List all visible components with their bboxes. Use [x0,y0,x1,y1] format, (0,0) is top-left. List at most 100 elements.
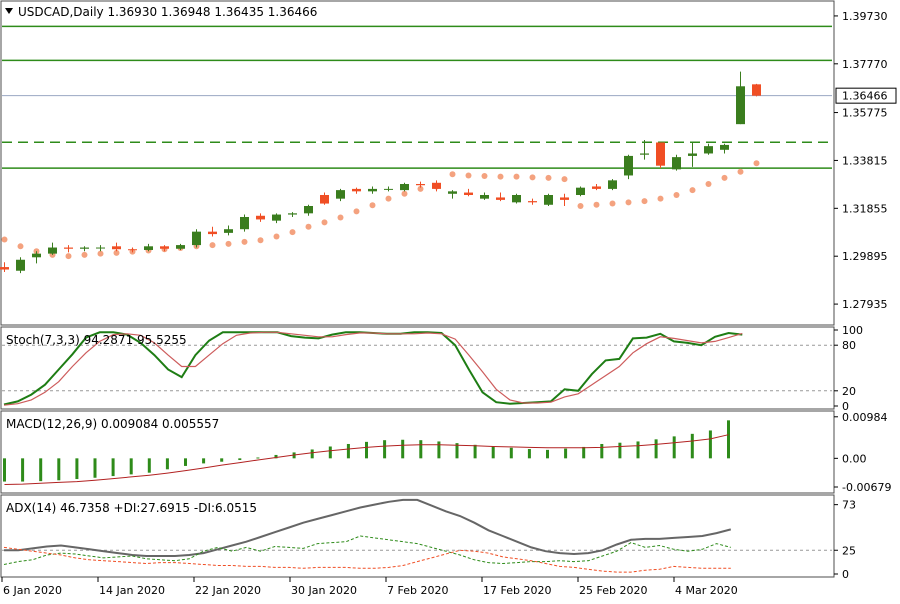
parabolic-sar-dot [481,172,488,179]
bearish-candle[interactable] [528,198,537,205]
bullish-candle[interactable] [192,229,201,248]
macd-header: MACD(12,26,9) 0.009084 0.005557 [6,417,219,431]
macd-histogram-bar [419,440,423,459]
bullish-candle[interactable] [736,71,745,125]
bullish-candle[interactable] [48,242,57,255]
parabolic-sar-dot [209,242,216,249]
parabolic-sar-dot [241,238,248,245]
bullish-candle[interactable] [96,245,105,252]
bullish-candle[interactable] [672,154,681,171]
minus-di-line [3,546,731,573]
parabolic-sar-dot [673,192,680,199]
stochastic-axis-label: 100 [842,324,863,337]
last-price-label: 1.36466 [835,87,897,104]
bullish-candle[interactable] [32,251,41,264]
candle-body [368,188,377,192]
macd-histogram-bar [310,449,314,459]
bearish-candle[interactable] [464,188,473,197]
macd-histogram-bar [600,443,604,459]
stochastic-signal-line [3,331,743,406]
macd-histogram-bar [220,458,224,462]
bearish-candle[interactable] [160,245,169,252]
adx-header: ADX(14) 46.7358 +DI:27.6915 -DI:6.0515 [6,501,257,515]
parabolic-sar-dot [321,219,328,226]
time-axis-label: 17 Feb 2020 [483,584,551,597]
bearish-candle[interactable] [208,226,217,237]
price-axis-label: 1.35775 [842,107,888,120]
bullish-candle[interactable] [384,186,393,192]
candle-body [576,187,585,196]
candle-body [256,215,265,220]
macd-panel[interactable]: MACD(12,26,9) 0.009084 0.005557 [0,410,835,494]
bullish-candle[interactable] [400,182,409,192]
bearish-candle[interactable] [112,242,121,252]
bullish-candle[interactable] [704,143,713,155]
stochastic-panel[interactable]: Stoch(7,3,3) 94.2871 95.5255 [0,326,835,410]
candle-body [32,253,41,258]
bullish-candle[interactable] [80,246,89,252]
price-axis-label: 1.29895 [842,250,888,263]
parabolic-sar-dot [513,173,520,180]
price-panel[interactable]: USDCAD,Daily 1.36930 1.36948 1.36435 1.3… [0,0,835,326]
adx-axis: 73 25 0 [834,499,856,581]
bearish-candle[interactable] [0,262,9,272]
time-axis-label: 22 Jan 2020 [195,584,261,597]
candle-body [48,247,57,254]
bullish-candle[interactable] [288,212,297,217]
parabolic-sar-dot [1,236,8,243]
macd-histogram-bar [202,458,206,464]
bullish-candle[interactable] [304,204,313,216]
candle-body [480,195,489,199]
bullish-candle[interactable] [224,225,233,236]
bearish-candle[interactable] [560,193,569,206]
adx-axis-label: 73 [842,499,856,512]
macd-histogram-bar [129,458,133,475]
bearish-candle[interactable] [64,245,73,253]
bullish-candle[interactable] [640,140,649,160]
candle-body [384,188,393,190]
bullish-candle[interactable] [16,257,25,274]
bullish-candle[interactable] [240,214,249,232]
bullish-candle[interactable] [448,190,457,199]
macd-histogram-bar [564,448,568,459]
bearish-candle[interactable] [656,142,665,169]
bullish-candle[interactable] [576,186,585,197]
candle-body [128,249,137,251]
parabolic-sar-dot [97,250,104,257]
bullish-candle[interactable] [688,142,697,167]
header-dropdown-icon[interactable] [5,8,13,14]
bearish-candle[interactable] [496,192,505,202]
bullish-candle[interactable] [544,193,553,206]
bearish-candle[interactable] [320,192,329,205]
bullish-candle[interactable] [720,143,729,154]
bullish-candle[interactable] [368,186,377,194]
bullish-candle[interactable] [336,188,345,202]
bullish-candle[interactable] [608,179,617,191]
last-price-value: 1.36466 [842,90,888,103]
candle-body [736,86,745,125]
bearish-candle[interactable] [752,83,761,97]
parabolic-sar-dot [465,172,472,179]
bearish-candle[interactable] [256,213,265,222]
bearish-candle[interactable] [352,187,361,194]
bullish-candle[interactable] [144,243,153,252]
bullish-candle[interactable] [272,213,281,224]
bullish-candle[interactable] [512,193,521,204]
price-axis-label: 1.37770 [842,58,888,71]
bullish-candle[interactable] [624,154,633,180]
parabolic-sar-dot [289,229,296,236]
bullish-candle[interactable] [480,192,489,200]
candle-body [192,231,201,246]
adx-panel[interactable]: ADX(14) 46.7358 +DI:27.6915 -DI:6.0515 [0,494,835,578]
bearish-candle[interactable] [592,184,601,191]
candle-body [0,267,9,270]
candle-body [224,229,233,233]
bearish-candle[interactable] [128,247,137,253]
macd-histogram-bar [473,444,477,459]
bearish-candle[interactable] [416,181,425,188]
candle-body [608,180,617,189]
bullish-candle[interactable] [176,243,185,250]
stochastic-axis: 100 80 20 0 [834,324,863,413]
bearish-candle[interactable] [432,180,441,192]
